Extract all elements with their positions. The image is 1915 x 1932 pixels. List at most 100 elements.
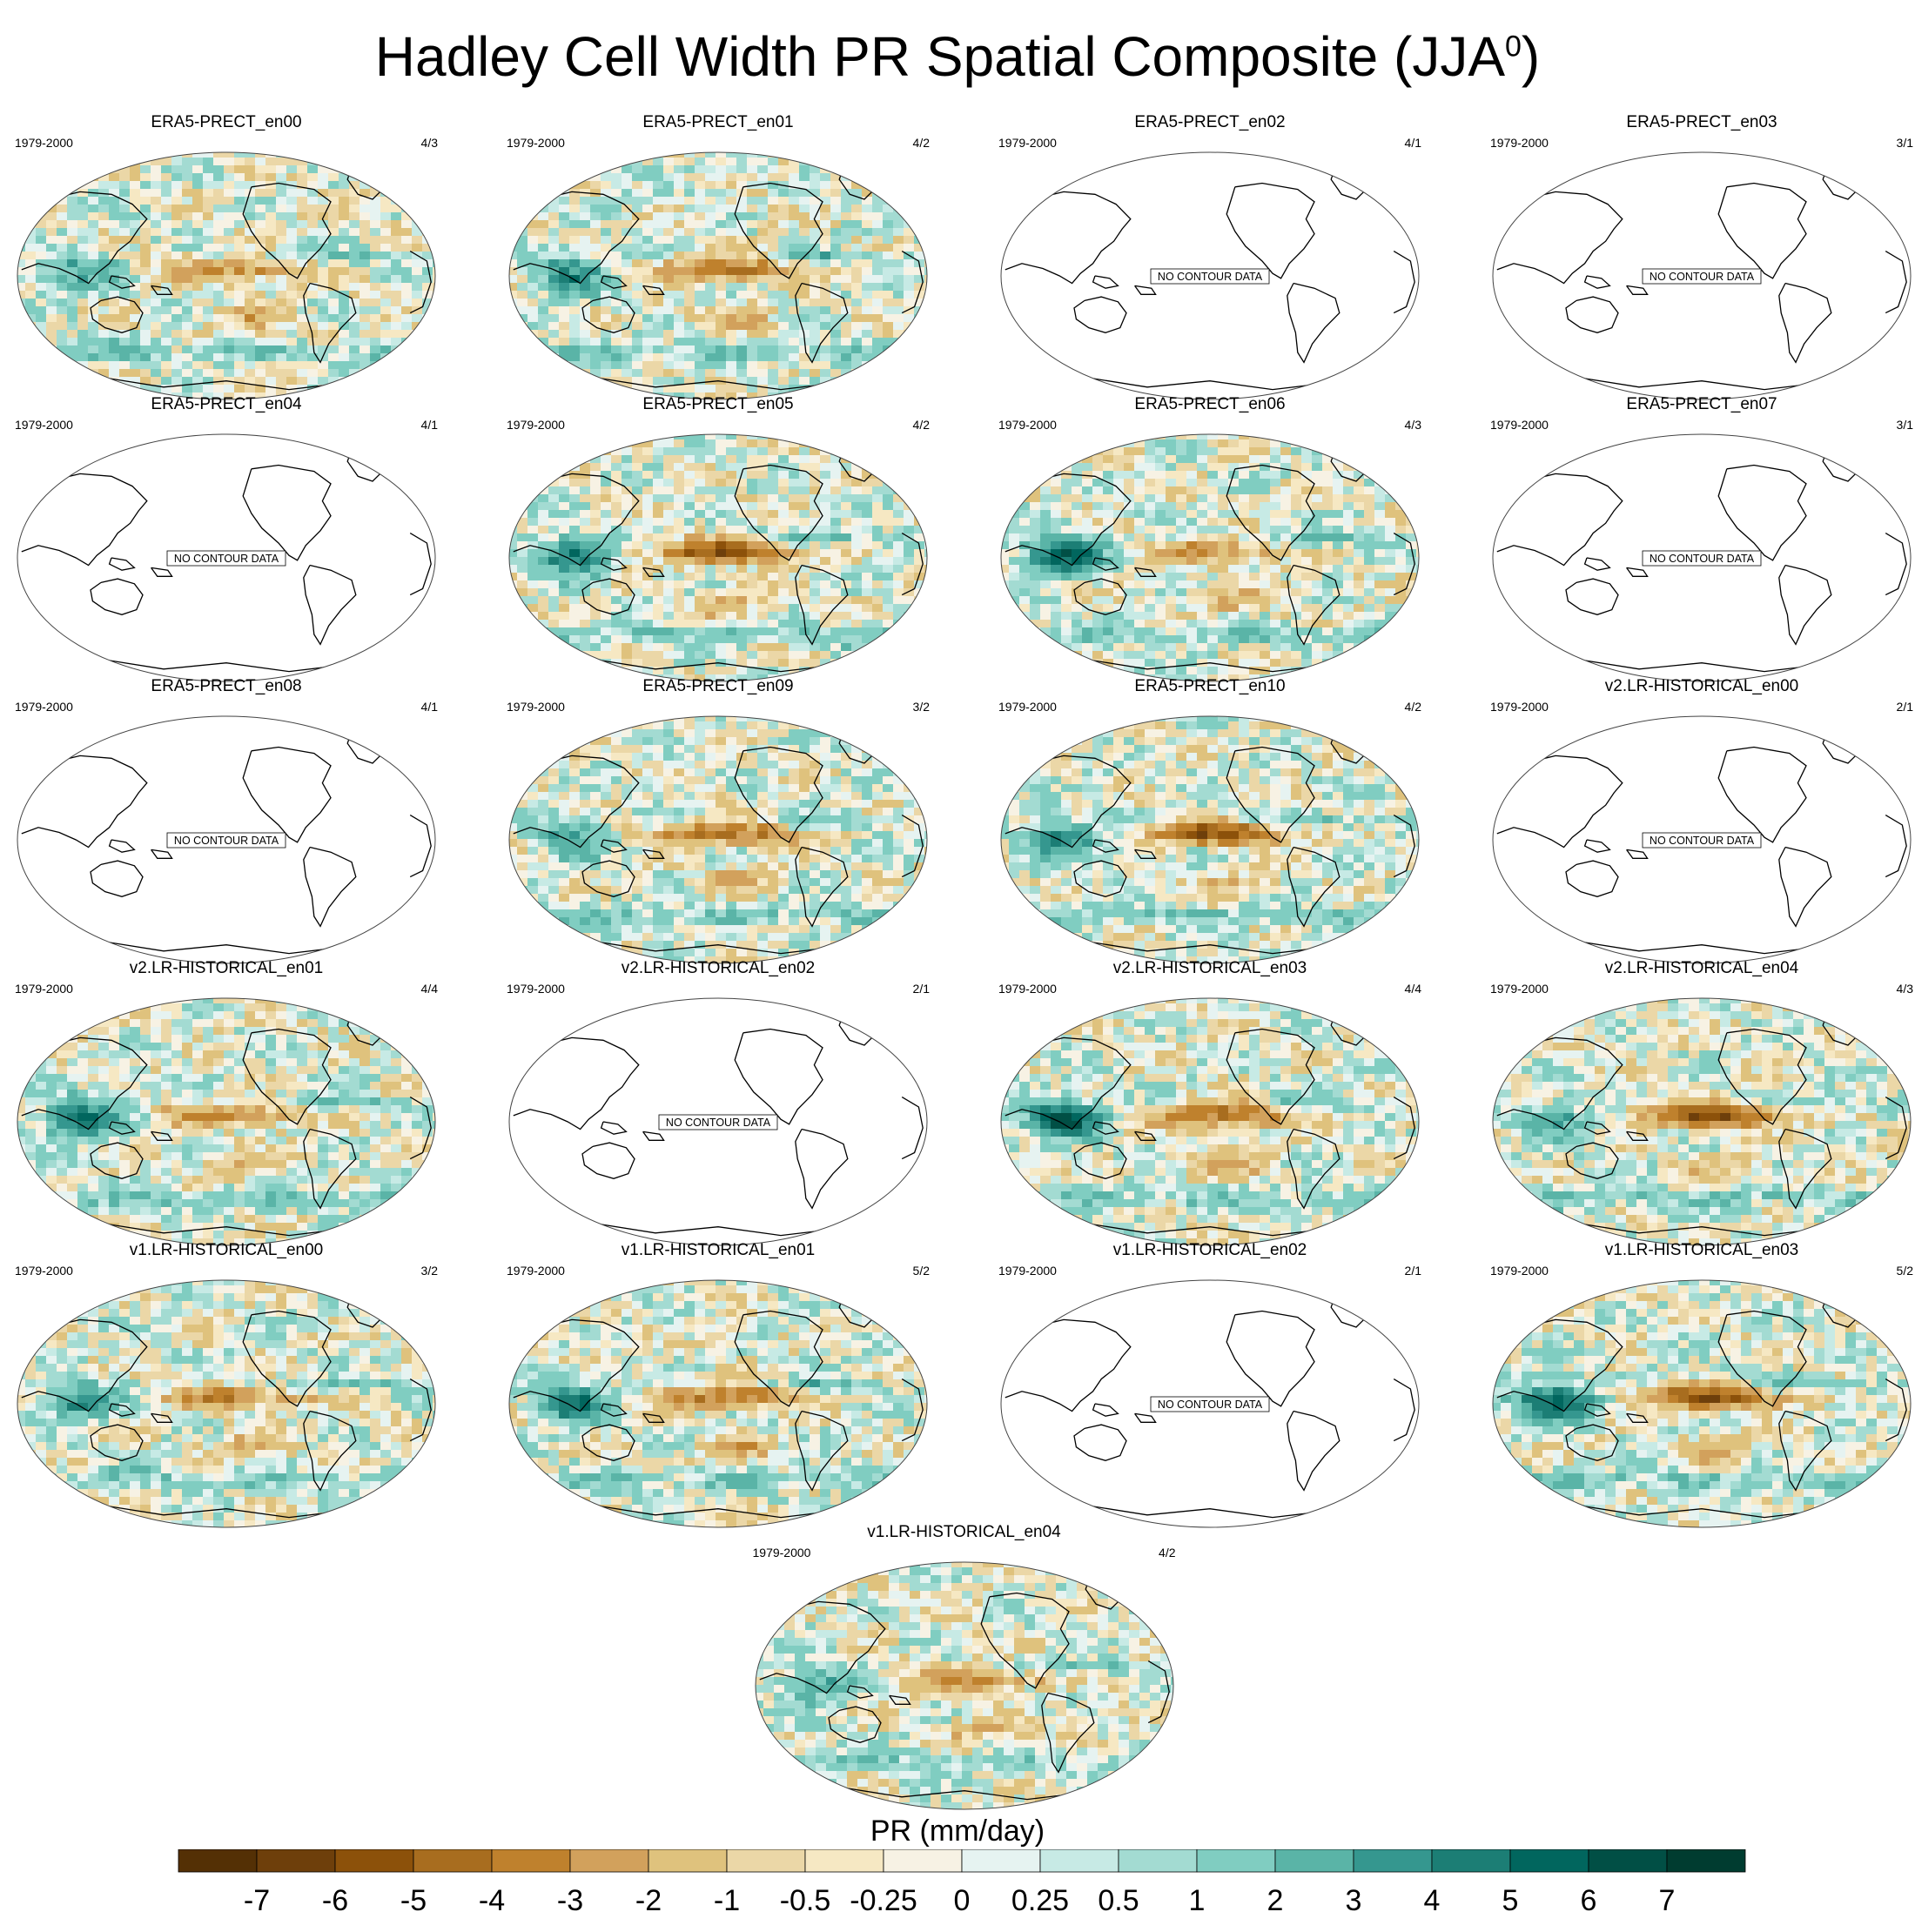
- field-cell: [67, 212, 78, 221]
- field-cell: [527, 252, 539, 260]
- field-cell: [88, 345, 99, 354]
- field-cell: [1186, 518, 1198, 527]
- field-cell: [705, 220, 716, 229]
- field-cell: [67, 228, 78, 237]
- field-cell: [77, 152, 89, 158]
- field-cell: [580, 565, 591, 574]
- field-cell: [1207, 463, 1219, 472]
- field-cell: [359, 385, 371, 393]
- field-cell: [1134, 486, 1146, 495]
- field-cell: [883, 181, 894, 190]
- field-cell: [1207, 439, 1219, 448]
- field-cell: [569, 173, 581, 182]
- field-cell: [757, 361, 769, 370]
- field-cell: [695, 549, 706, 558]
- field-cell: [768, 596, 779, 605]
- field-cell: [1385, 557, 1396, 566]
- field-cell: [1374, 434, 1386, 440]
- field-cell: [841, 228, 852, 237]
- field-cell: [695, 369, 706, 378]
- field-cell: [1270, 573, 1281, 581]
- field-cell: [98, 236, 110, 245]
- field-cell: [716, 604, 727, 613]
- field-cell: [663, 635, 675, 644]
- field-cell: [684, 220, 695, 229]
- field-cell: [286, 377, 298, 386]
- field-cell: [1239, 502, 1250, 511]
- field-cell: [359, 314, 371, 323]
- field-cell: [663, 189, 675, 198]
- field-cell: [67, 306, 78, 315]
- field-cell: [862, 228, 873, 237]
- field-cell: [88, 353, 99, 362]
- field-cell: [401, 283, 413, 292]
- field-cell: [674, 152, 685, 158]
- field-cell: [234, 189, 245, 198]
- field-cell: [1312, 494, 1323, 503]
- field-cell: [642, 361, 654, 370]
- field-cell: [747, 604, 758, 613]
- field-cell: [412, 152, 423, 158]
- field-cell: [548, 283, 560, 292]
- field-cell: [265, 228, 277, 237]
- field-cell: [1374, 455, 1386, 464]
- field-cell: [517, 604, 528, 613]
- field-cell: [642, 189, 654, 198]
- field-cell: [1113, 479, 1125, 487]
- field-cell: [789, 275, 800, 284]
- field-cell: [810, 447, 821, 456]
- field-cell: [601, 330, 612, 339]
- field-cell: [663, 510, 675, 519]
- field-cell: [1395, 434, 1407, 440]
- field-cell: [778, 439, 790, 448]
- field-cell: [799, 494, 810, 503]
- field-cell: [265, 377, 277, 386]
- field-cell: [1312, 434, 1323, 440]
- field-cell: [632, 651, 643, 660]
- field-cell: [140, 252, 151, 260]
- field-cell: [705, 267, 716, 276]
- field-cell: [1113, 510, 1125, 519]
- field-cell: [1322, 541, 1334, 550]
- field-cell: [726, 486, 737, 495]
- field-cell: [297, 369, 308, 378]
- field-cell: [151, 197, 162, 205]
- field-cell: [663, 220, 675, 229]
- field-cell: [642, 173, 654, 182]
- field-cell: [851, 573, 863, 581]
- field-cell: [569, 252, 581, 260]
- field-cell: [234, 267, 245, 276]
- field-cell: [726, 526, 737, 534]
- field-cell: [768, 228, 779, 237]
- field-cell: [171, 173, 183, 182]
- field-cell: [276, 165, 287, 174]
- field-cell: [789, 259, 800, 268]
- field-cell: [401, 353, 413, 362]
- field-cell: [590, 518, 601, 527]
- field-cell: [297, 197, 308, 205]
- field-cell: [517, 588, 528, 597]
- field-cell: [820, 604, 831, 613]
- field-cell: [88, 377, 99, 386]
- field-cell: [642, 526, 654, 534]
- field-cell: [768, 557, 779, 566]
- field-cell: [914, 283, 925, 292]
- field-cell: [527, 549, 539, 558]
- field-cell: [391, 345, 402, 354]
- field-cell: [1061, 447, 1072, 456]
- field-cell: [872, 165, 884, 174]
- field-cell: [622, 659, 633, 667]
- field-cell: [611, 369, 622, 378]
- field-cell: [130, 306, 141, 315]
- field-cell: [412, 173, 423, 182]
- field-cell: [684, 338, 695, 346]
- field-cell: [642, 306, 654, 315]
- field-cell: [736, 306, 748, 315]
- field-cell: [203, 165, 214, 174]
- field-cell: [893, 447, 904, 456]
- coastline: [901, 251, 924, 314]
- field-cell: [1113, 526, 1125, 534]
- field-cell: [590, 283, 601, 292]
- field-cell: [151, 385, 162, 393]
- field-cell: [726, 588, 737, 597]
